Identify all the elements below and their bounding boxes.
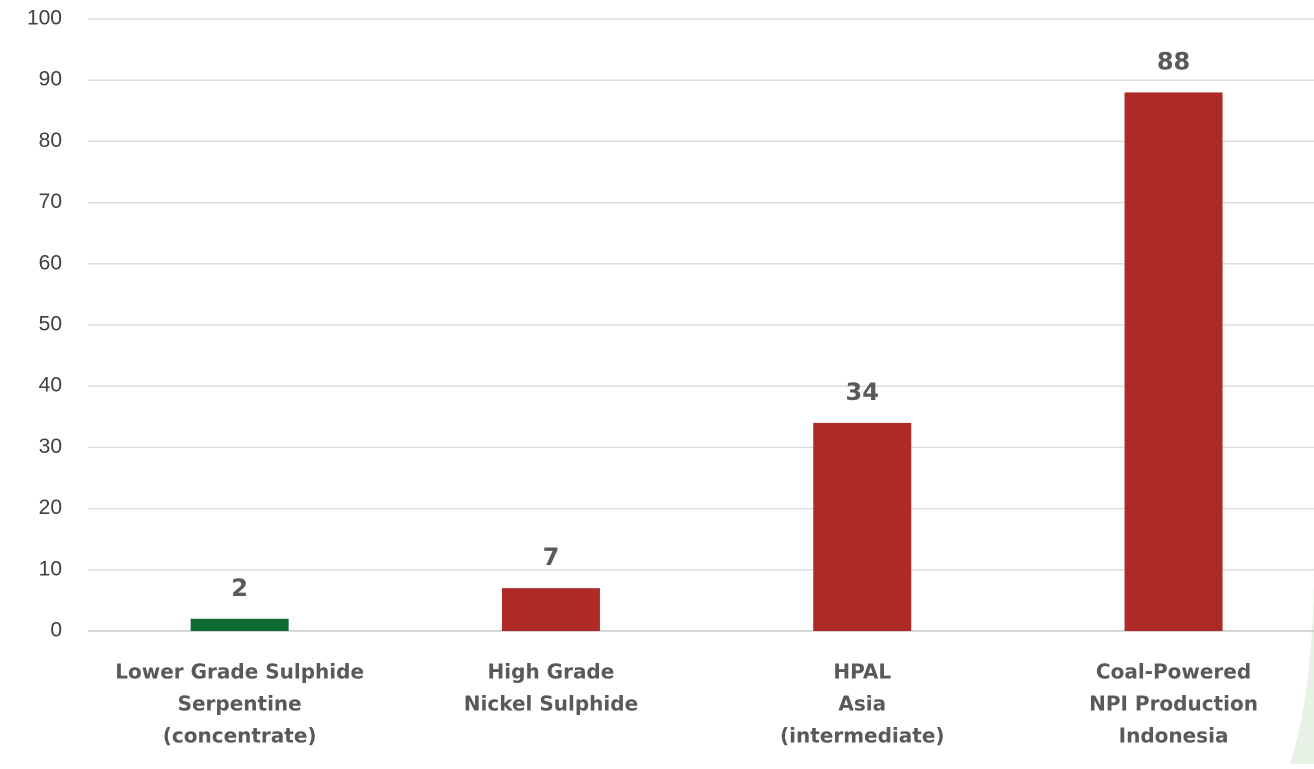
data-label: 2	[231, 574, 248, 602]
x-tick-label: High Grade	[488, 660, 615, 684]
x-tick-label: (intermediate)	[780, 724, 945, 748]
decoration	[1290, 560, 1314, 764]
bar	[813, 422, 912, 631]
x-tick-label: Lower Grade Sulphide	[115, 660, 364, 684]
y-tick-label: 30	[39, 435, 62, 458]
y-tick-label: 40	[39, 374, 62, 397]
bar	[190, 618, 289, 631]
y-tick-label: 0	[50, 619, 62, 642]
x-tick-label: Asia	[838, 692, 886, 716]
x-tick-label: (concentrate)	[163, 724, 317, 748]
y-tick-label: 60	[39, 251, 62, 274]
y-tick-label: 10	[39, 557, 62, 580]
x-tick-label: Indonesia	[1119, 724, 1229, 748]
y-tick-label: 90	[39, 68, 62, 91]
y-tick-label: 100	[27, 7, 62, 30]
y-tick-label: 80	[39, 129, 62, 152]
data-label: 7	[543, 543, 560, 571]
bar	[501, 588, 600, 631]
y-tick-label: 50	[39, 313, 62, 336]
x-tick-label: Serpentine	[178, 692, 302, 716]
y-tick-label: 20	[39, 496, 62, 519]
x-tick-label: Coal-Powered	[1096, 660, 1251, 684]
x-tick-label: Nickel Sulphide	[464, 692, 638, 716]
x-tick-label: NPI Production	[1089, 692, 1258, 716]
data-label: 88	[1157, 47, 1190, 75]
bar	[1124, 92, 1223, 631]
y-tick-label: 70	[39, 190, 62, 213]
data-label: 34	[846, 378, 879, 406]
x-tick-label: HPAL	[833, 660, 891, 684]
